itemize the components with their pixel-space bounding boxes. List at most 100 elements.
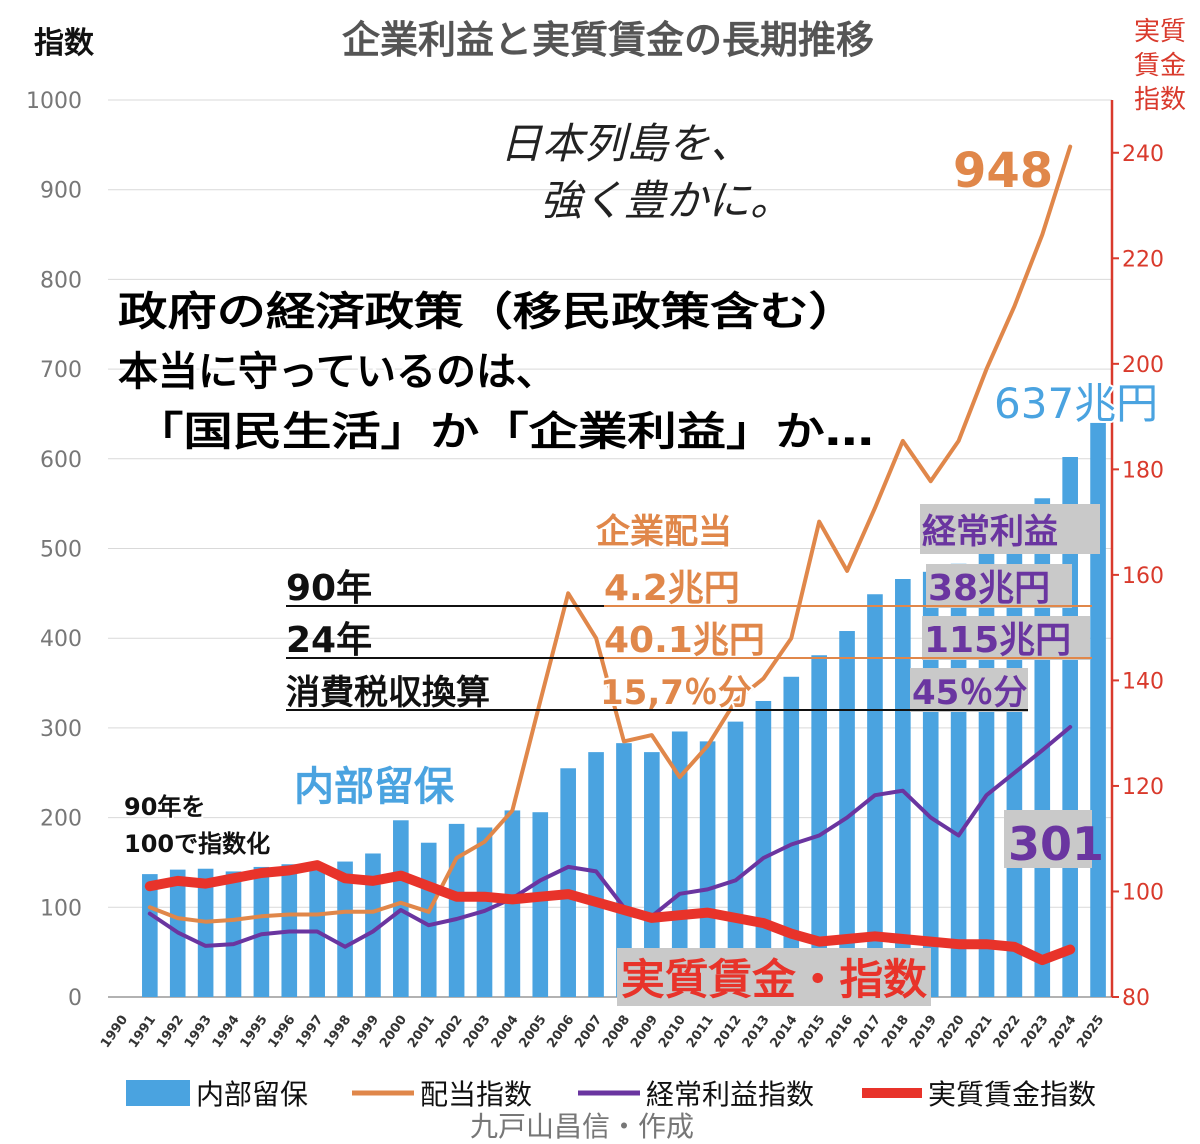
left-axis: 0 100 200 300 400 500 600 700 800 900 1000 [26, 89, 82, 1011]
left-tick-label: 700 [40, 358, 82, 383]
table-row-label: 消費税収換算 [286, 673, 490, 713]
internal-reserve-end-value: 637兆円 [994, 379, 1158, 428]
chart-title: 企業利益と実質賃金の長期推移 [342, 18, 874, 62]
x-tick-label: 2006 [544, 1013, 577, 1051]
bar [420, 842, 437, 997]
right-tick-label: 80 [1122, 986, 1150, 1011]
summary-table: 企業配当 経常利益 90年 4.2兆円 38兆円 24年 40.1兆円 115兆… [286, 504, 1100, 715]
right-axis-title-line: 賃金 [1134, 51, 1186, 81]
bar [1090, 422, 1106, 997]
left-tick-label: 200 [40, 807, 82, 832]
index-note-line: 100で指数化 [124, 830, 270, 858]
x-tick-label: 1995 [238, 1013, 271, 1051]
left-tick-label: 600 [40, 448, 82, 473]
bar [839, 631, 855, 997]
wage-label-box [617, 948, 931, 1006]
table-row-label: 90年 [286, 568, 372, 609]
x-tick-label: 2004 [489, 1013, 522, 1051]
x-tick-label: 1998 [321, 1013, 354, 1051]
bar [532, 812, 549, 997]
table-header-dividend: 企業配当 [596, 512, 732, 552]
x-tick-label: 1994 [210, 1013, 243, 1051]
right-axis-title: 実質 賃金 指数 [1134, 17, 1186, 115]
left-tick-label: 500 [40, 538, 82, 563]
right-tick-label: 240 [1122, 142, 1164, 167]
x-tick-label: 2005 [517, 1013, 550, 1051]
right-tick-label: 180 [1122, 458, 1164, 483]
bar [727, 721, 744, 997]
x-tick-label: 2025 [1074, 1013, 1107, 1051]
gridlines [108, 99, 1112, 998]
headline-line-1: 政府の経済政策（移民政策含む） [118, 289, 858, 335]
table-row-dividend: 40.1兆円 [604, 620, 765, 661]
x-tick-label: 2024 [1046, 1013, 1079, 1051]
table-row-profit-box [910, 668, 1028, 712]
x-tick-label: 2012 [712, 1013, 745, 1051]
index-note-line: 90年を [124, 793, 205, 821]
line-series [144, 144, 1076, 966]
x-tick-label: 1997 [293, 1013, 326, 1051]
index-note: 90年を 100で指数化 [122, 791, 272, 860]
right-tick-label: 220 [1122, 247, 1164, 272]
legend: 内部留保 配当指数 経常利益指数 実質賃金指数 [126, 1078, 1096, 1111]
table-row-profit: 115兆円 [924, 620, 1071, 661]
line-profit-index [147, 725, 1073, 949]
bar [671, 731, 688, 997]
headline-line-3: 「国民生活」か「企業利益」か… [134, 409, 874, 455]
legend-label: 実質賃金指数 [928, 1078, 1096, 1111]
slogan-line-2: 強く豊かに。 [540, 176, 792, 225]
x-tick-label: 1993 [182, 1013, 215, 1051]
x-tick-label: 2018 [879, 1013, 912, 1051]
profit-end-value: 301 [1008, 817, 1104, 871]
table-row-dividend: 15,7％分 [600, 673, 752, 713]
dividend-end-value: 948 [953, 143, 1053, 199]
table-row-profit-box [926, 564, 1072, 608]
left-tick-label: 0 [68, 986, 82, 1011]
bar [337, 861, 353, 997]
x-tick-label: 1999 [349, 1013, 382, 1051]
table-row-label: 24年 [286, 620, 372, 661]
bar [644, 752, 660, 997]
bar [197, 868, 214, 997]
bar [978, 546, 995, 997]
x-tick-label: 2022 [991, 1013, 1024, 1051]
x-tick-label: 2000 [377, 1013, 410, 1051]
table-row-dividend: 4.2兆円 [604, 568, 740, 609]
x-tick-label: 2010 [656, 1013, 689, 1051]
table-row-profit: 38兆円 [928, 568, 1050, 609]
slogan-line-1: 日本列島を、 [500, 119, 752, 168]
x-tick-label: 2008 [600, 1013, 633, 1051]
x-tick-label: 2019 [907, 1013, 940, 1051]
right-tick-label: 160 [1122, 564, 1164, 589]
bar [616, 743, 632, 997]
left-tick-label: 900 [40, 179, 82, 204]
bar [365, 853, 381, 997]
table-row-profit: 45％分 [912, 673, 1027, 713]
x-axis: 1990199119921993199419951996199719981999… [98, 1013, 1107, 1051]
table-row-profit-box [922, 616, 1090, 660]
profit-end-value-box [1004, 810, 1092, 868]
right-axis: 80 100 120 140 160 180 200 220 240 [1110, 100, 1164, 1011]
x-tick-label: 2011 [684, 1013, 717, 1051]
x-tick-label: 2020 [935, 1013, 968, 1051]
right-tick-label: 140 [1122, 669, 1164, 694]
left-tick-label: 400 [40, 627, 82, 652]
right-axis-title-line: 指数 [1134, 85, 1186, 115]
internal-reserve-label: 内部留保 [294, 764, 455, 810]
left-tick-label: 1000 [26, 89, 82, 114]
right-tick-label: 120 [1122, 775, 1164, 800]
x-tick-label: 2015 [795, 1013, 828, 1051]
credit: 九戸山昌信・作成 [470, 1110, 694, 1143]
left-tick-label: 100 [40, 896, 82, 921]
line-real-wage-index [144, 860, 1076, 966]
table-header-profit-box [920, 504, 1100, 554]
legend-label: 内部留保 [196, 1078, 308, 1111]
bar [811, 655, 827, 997]
wage-label: 実質賃金・指数 [621, 955, 927, 1004]
headline-line-2: 本当に守っているのは、 [118, 349, 556, 395]
x-tick-label: 2007 [572, 1013, 605, 1051]
bar [225, 871, 242, 997]
legend-swatch-internal [126, 1080, 190, 1106]
left-tick-label: 800 [40, 268, 82, 293]
